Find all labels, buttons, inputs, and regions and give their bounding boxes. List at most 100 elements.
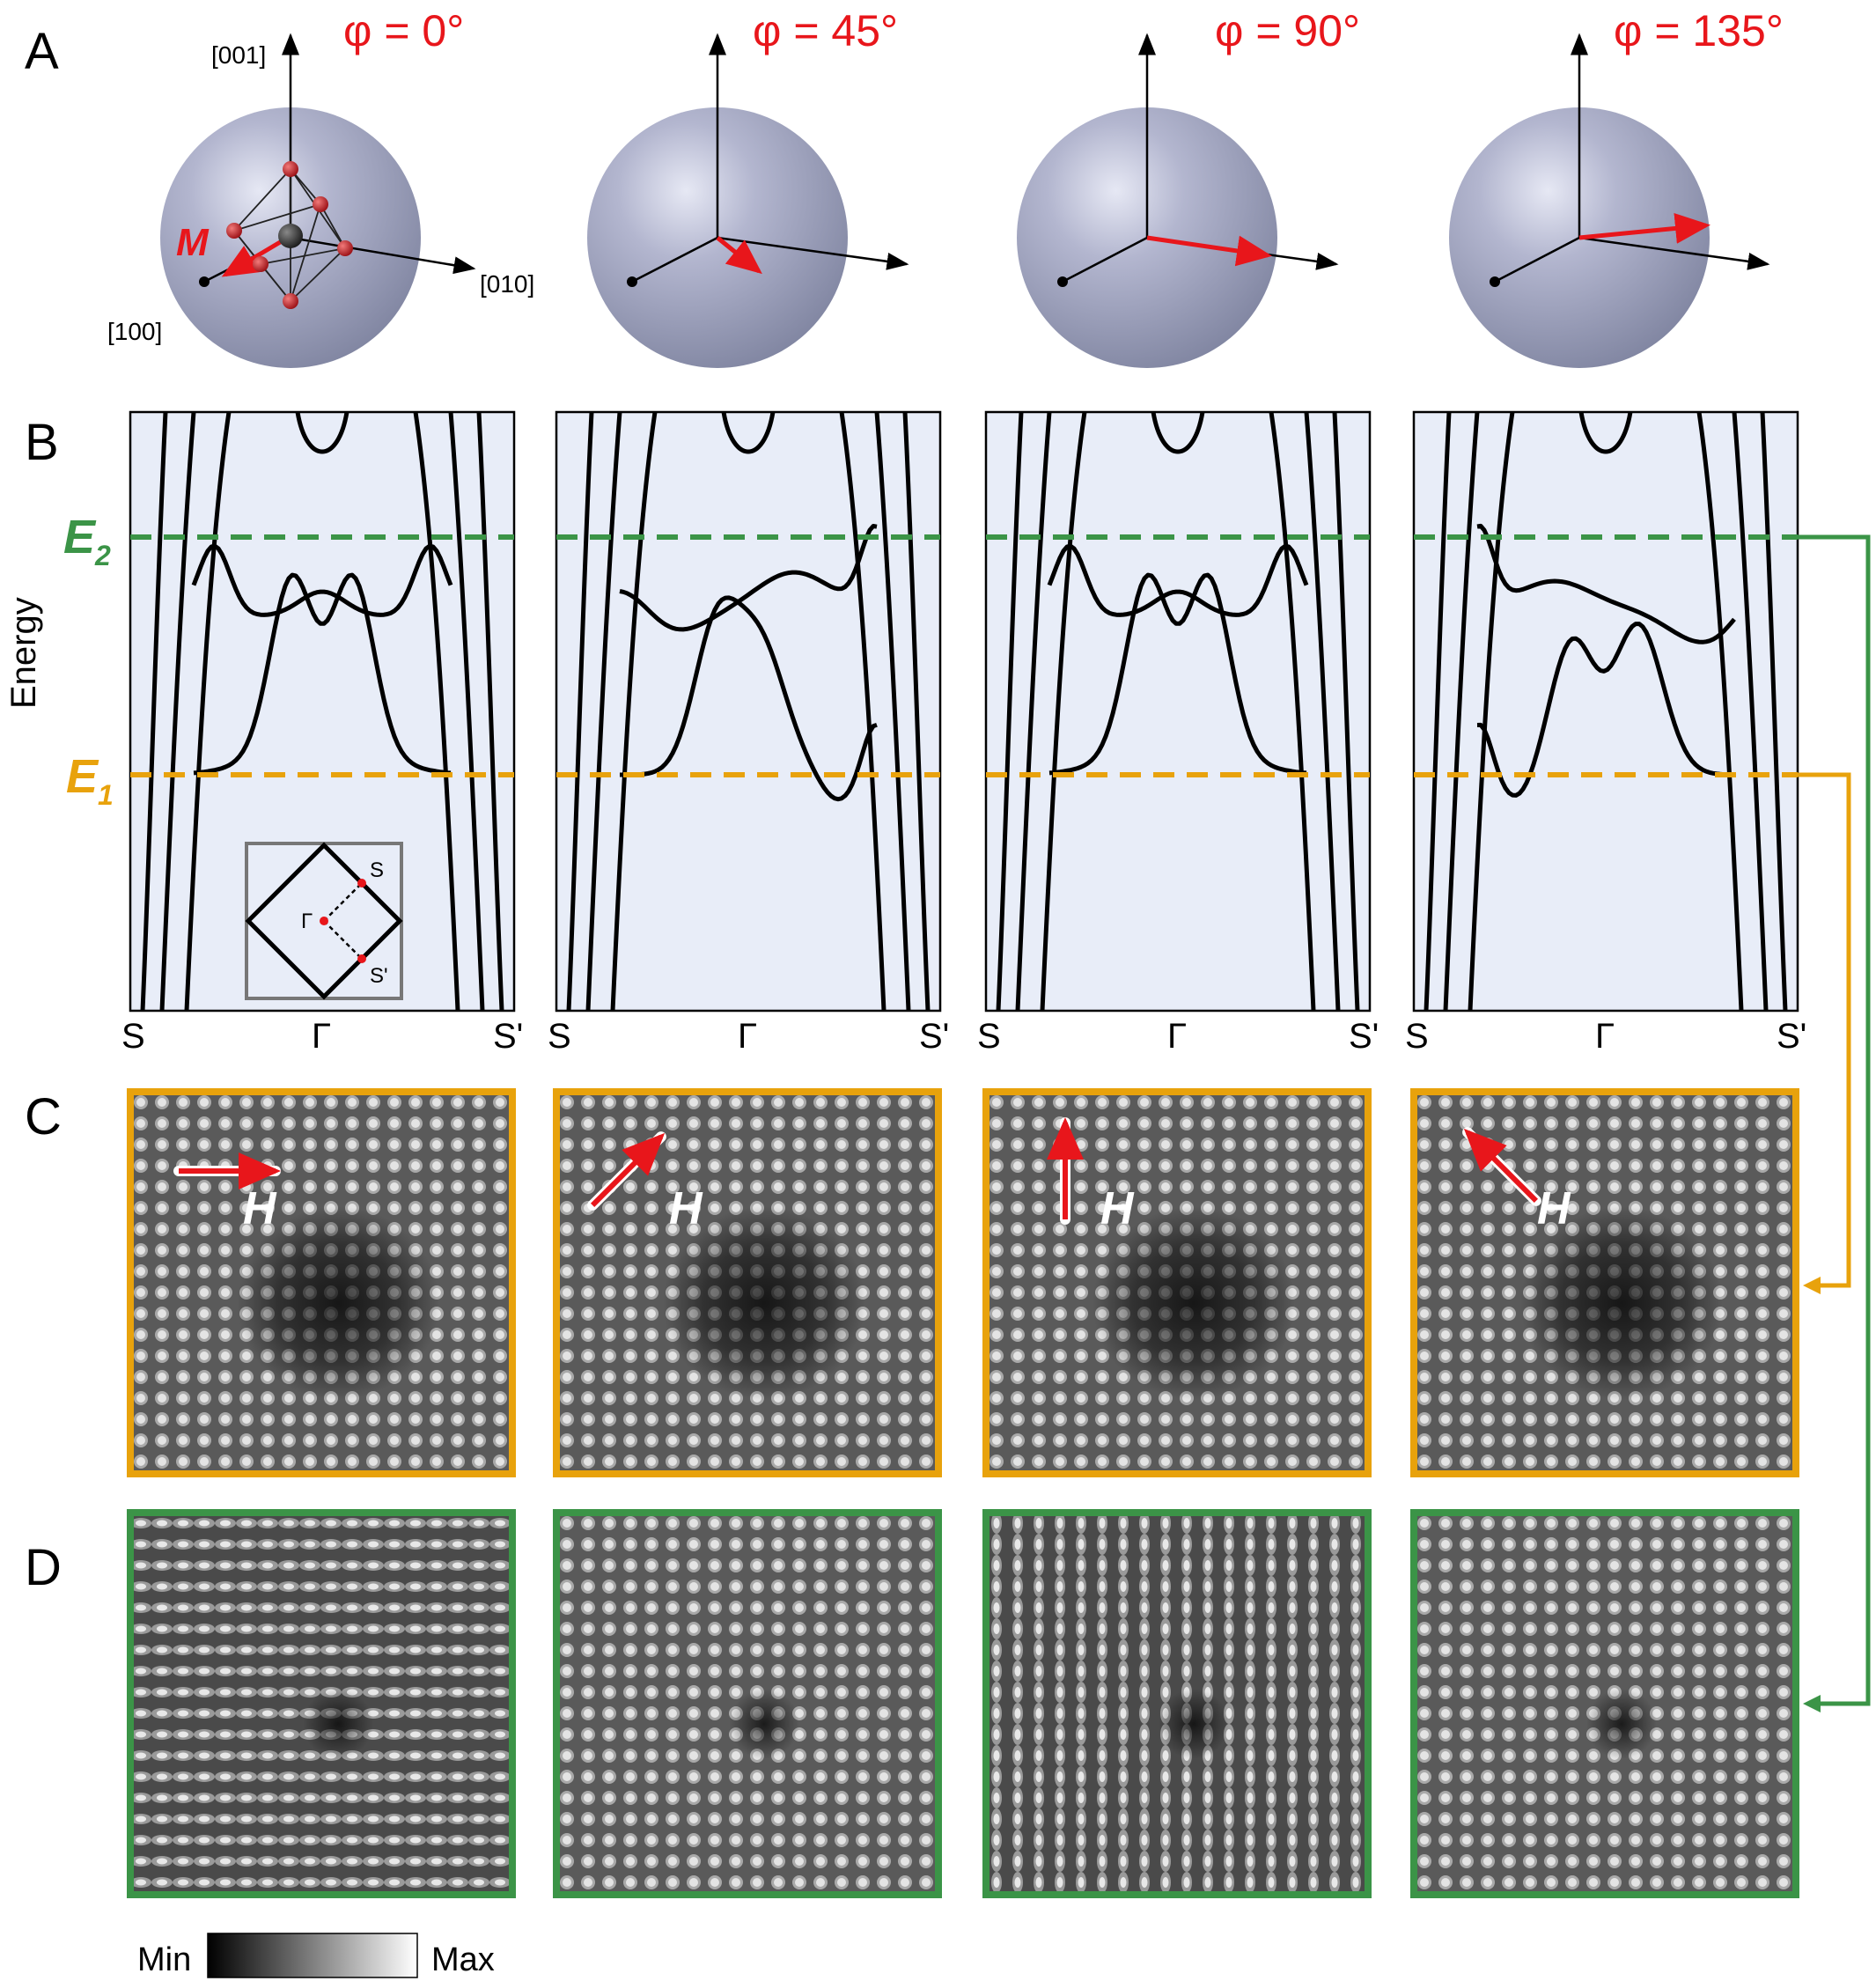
band-curves: [1424, 412, 1788, 1011]
axis-100-dot: [627, 276, 637, 287]
band-frame: [984, 410, 1372, 1013]
energy-label-e1: E1: [66, 750, 114, 811]
field-label: H: [1100, 1183, 1135, 1234]
band-line: [902, 412, 931, 1011]
angle-label-0: φ = 0°: [343, 6, 464, 55]
energy-label-e2: E2: [63, 511, 111, 571]
ldos-map-e2-3: [1410, 1509, 1799, 1898]
map-frame: [553, 1509, 942, 1898]
axis-100-line: [1494, 236, 1580, 284]
impurity-shadow: [1092, 1206, 1295, 1400]
energy-axis-label: Energy: [4, 597, 43, 709]
band-panel-1: S Γ S': [548, 410, 949, 1056]
band-line: [1424, 412, 1452, 1011]
atom-red-icon: [253, 256, 269, 272]
band-line: [585, 412, 622, 1011]
band-line: [1332, 412, 1360, 1011]
band-line: [1696, 412, 1744, 1011]
connector-e1: [1796, 772, 1851, 1294]
map-frame: [553, 1088, 942, 1477]
band-line: [619, 524, 878, 632]
colorbar: Min Max: [137, 1933, 495, 1978]
k-point-label-gamma: Γ: [312, 1017, 331, 1056]
ldos-map-e1-3: H: [1410, 1088, 1799, 1477]
band-line: [1443, 412, 1480, 1011]
impurity-shadow: [237, 1206, 439, 1400]
band-line: [140, 412, 168, 1011]
band-line: [839, 412, 887, 1011]
row-d-ldos-maps-e2: [127, 1509, 1799, 1898]
angle-label-90: φ = 90°: [1215, 6, 1360, 55]
band-line: [295, 412, 349, 454]
band-line: [874, 412, 911, 1011]
gamma-point-icon: [320, 917, 328, 925]
brillouin-zone-inset: S Γ S': [245, 842, 403, 1000]
map-frame: [1410, 1509, 1799, 1898]
band-line: [610, 412, 658, 1011]
magnetization-arrow: [1146, 235, 1272, 267]
atom-red-icon: [313, 196, 328, 212]
band-curves: [566, 412, 931, 1011]
band-line: [566, 412, 594, 1011]
panel-letter-c: C: [25, 1088, 62, 1145]
atom-red-icon: [337, 240, 353, 256]
band-panel-0: S Γ S' S Γ S': [121, 410, 523, 1056]
band-line: [1048, 572, 1307, 776]
axis-100-dot: [1490, 276, 1500, 287]
panel-letter-a: A: [25, 23, 59, 80]
angle-label-45: φ = 45°: [753, 6, 898, 55]
ldos-map-e2-2: [982, 1509, 1372, 1898]
ldos-map-e1-1: H: [553, 1088, 942, 1477]
axis-010-label: [010]: [480, 270, 534, 298]
band-frame: [555, 410, 942, 1013]
band-line: [1151, 412, 1205, 454]
band-line: [1468, 412, 1515, 1011]
band-line: [1578, 412, 1633, 454]
atom-red-icon: [283, 161, 298, 177]
band-line: [1040, 412, 1087, 1011]
map-frame: [982, 1088, 1372, 1477]
k-point-label-s-prime: S': [919, 1017, 949, 1056]
band-line: [996, 412, 1024, 1011]
band-panel-3: S Γ S': [1405, 410, 1806, 1056]
map-frame: [1410, 1088, 1799, 1477]
band-line: [184, 412, 232, 1011]
band-line: [191, 543, 453, 617]
sphere-phi-0: M [001] [010] [100]: [107, 33, 534, 368]
map-frame: [127, 1509, 516, 1898]
magnetization-arrow: [221, 233, 292, 277]
axis-001-label: [001]: [211, 41, 266, 69]
impurity-shadow: [729, 1689, 799, 1759]
atom-center-icon: [278, 224, 303, 248]
k-point-label-s-prime: S': [1777, 1017, 1806, 1056]
impurity-shadow: [303, 1689, 373, 1759]
field-label: H: [243, 1183, 277, 1234]
band-panel-2: S Γ S': [977, 410, 1379, 1056]
row-b-band-structures: S Γ S' S Γ S' S Γ S' S Γ S' S Γ S': [121, 410, 1806, 1056]
sphere-phi-90: [1017, 33, 1339, 368]
k-point-label-s-prime: S': [493, 1017, 523, 1056]
band-line: [413, 412, 460, 1011]
panel-letter-b: B: [25, 414, 59, 471]
band-line: [476, 412, 504, 1011]
k-point-label-gamma: Γ: [1167, 1017, 1187, 1056]
band-line: [448, 412, 485, 1011]
field-arrow-icon: [590, 1132, 666, 1208]
axis-100-line: [1062, 236, 1148, 284]
sphere-phi-45: [587, 33, 909, 368]
band-line: [1015, 412, 1052, 1011]
s-point-icon: [357, 879, 366, 887]
k-point-label-s-prime: S': [1349, 1017, 1379, 1056]
atom-red-icon: [283, 293, 298, 309]
band-line: [193, 572, 452, 776]
band-line: [721, 412, 776, 454]
inset-label-gamma: Γ: [301, 909, 313, 933]
angle-label-135: φ = 135°: [1614, 6, 1784, 55]
magnetization-arrow: [716, 236, 762, 275]
k-point-label-s: S: [977, 1017, 1001, 1056]
panel-letter-d: D: [25, 1539, 62, 1596]
impurity-shadow: [1586, 1689, 1657, 1759]
k-point-label-s: S: [121, 1017, 145, 1056]
